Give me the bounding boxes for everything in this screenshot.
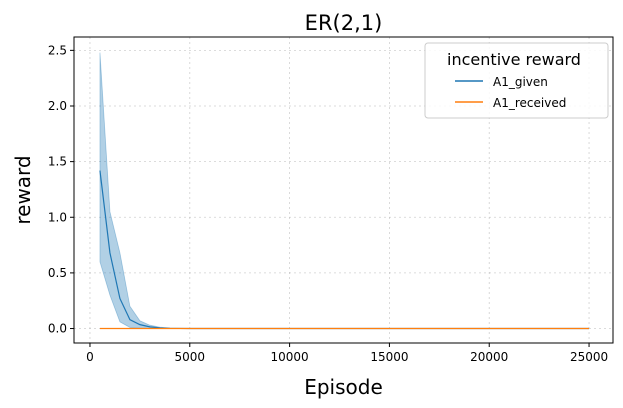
x-tick-label: 25000 [570,350,608,364]
x-tick-label: 5000 [175,350,206,364]
ticks: 0 5000 10000 15000 20000 25000 0.0 0.5 1.0 1.5 2.0… [48,43,608,364]
x-tick-label: 0 [86,350,94,364]
x-tick-label: 20000 [470,350,508,364]
series-lines [99,170,590,330]
legend-box [424,42,609,119]
x-tick-label: 10000 [271,350,309,364]
chart-title: ER(2,1) [305,11,383,35]
y-axis-title: reward [11,155,35,224]
y-tick-label: 0.0 [48,322,67,336]
legend-label-a1-given: A1_given [493,75,548,89]
plot-frame [73,36,614,344]
y-tick-label: 2.5 [48,43,67,57]
legend-title: incentive reward [447,50,581,69]
legend-label-a1-received: A1_received [493,96,566,110]
x-tick-label: 15000 [370,350,408,364]
y-tick-label: 0.5 [48,266,67,280]
y-tick-label: 1.5 [48,155,67,169]
x-axis-title: Episode [304,375,383,399]
y-tick-label: 2.0 [48,99,67,113]
y-tick-label: 1.0 [48,210,67,224]
legend: incentive reward A1_given A1_received [424,42,609,119]
